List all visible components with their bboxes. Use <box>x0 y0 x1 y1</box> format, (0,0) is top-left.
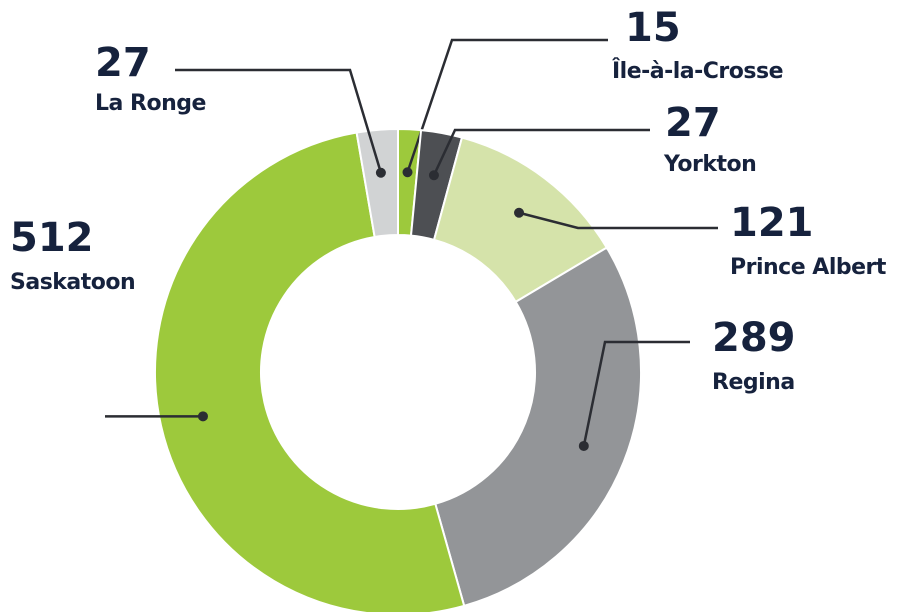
donut-segment <box>355 127 399 239</box>
value-label: 512 <box>10 215 94 261</box>
category-label: Yorkton <box>663 152 756 177</box>
leader-dot <box>197 411 208 422</box>
leader-dot <box>402 167 413 178</box>
leader-line <box>518 211 718 230</box>
category-label: Île-à-la-Crosse <box>612 58 783 84</box>
leader-line <box>582 340 690 447</box>
category-label: Regina <box>712 370 795 395</box>
leader-dot <box>428 170 439 181</box>
value-label: 121 <box>730 200 814 246</box>
leader-line <box>406 38 608 173</box>
leader-dot <box>514 207 525 218</box>
leader-dot <box>578 440 589 451</box>
category-label: Saskatoon <box>10 270 135 295</box>
category-label: Prince Albert <box>730 255 887 280</box>
value-label: 27 <box>95 40 151 86</box>
donut-segment <box>154 131 466 612</box>
leader-dot <box>375 167 386 178</box>
value-label: 15 <box>625 5 681 51</box>
leader-line <box>175 68 383 174</box>
value-label: 289 <box>712 315 796 361</box>
category-label: La Ronge <box>95 91 206 116</box>
value-label: 27 <box>665 100 721 146</box>
leader-line <box>432 128 650 176</box>
donut-segment <box>434 246 642 608</box>
